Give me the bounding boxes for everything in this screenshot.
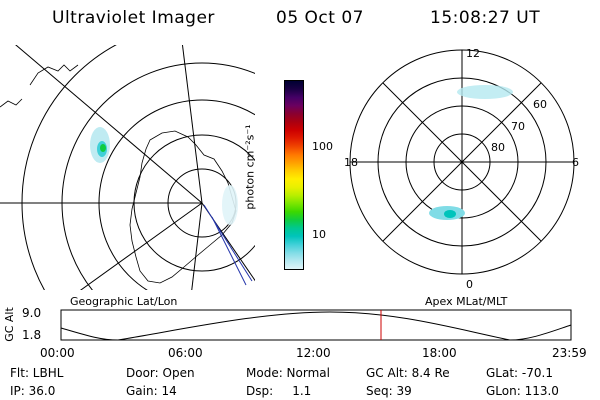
time-tick-label: 12:00 <box>296 346 331 360</box>
mlat-label: 60 <box>533 98 547 111</box>
mlt-label-right: 6 <box>572 156 579 169</box>
emission-patch <box>444 210 456 218</box>
time-tick-label: 18:00 <box>422 346 457 360</box>
altitude-plot <box>60 309 572 341</box>
mlat-label: 70 <box>511 120 525 133</box>
gain-info: Gain: 14 <box>126 384 177 398</box>
meridian <box>181 45 203 204</box>
mlt-label-bottom: 0 <box>466 278 473 290</box>
time-tick-label: 06:00 <box>168 346 203 360</box>
emission-patch <box>222 185 238 225</box>
alt-curve <box>60 311 572 341</box>
mode-info: Mode: Normal <box>246 366 330 380</box>
orbit-track <box>211 216 247 286</box>
door-info: Door: Open <box>126 366 195 380</box>
glon-info: GLon: 113.0 <box>486 384 559 398</box>
coastline <box>29 64 79 86</box>
emission-patch <box>100 144 106 152</box>
mlt-diagonal <box>382 82 542 242</box>
time-tick-label: 00:00 <box>40 346 75 360</box>
time-tick-label: 23:59 <box>552 346 587 360</box>
emission-patch <box>457 85 513 99</box>
coastline <box>129 130 237 284</box>
colorbar-tick-label: 100 <box>312 140 333 153</box>
mlt-label-top: 12 <box>466 47 480 60</box>
time-label: 15:08:27 UT <box>430 8 541 28</box>
gc-alt-info: GC Alt: 8.4 Re <box>366 366 450 380</box>
meridian <box>15 45 203 204</box>
colorbar: 100 10 photon cm⁻²s⁻¹ <box>244 70 333 280</box>
apex-label: Apex MLat/MLT <box>425 295 508 308</box>
alt-ymax-label: 9.0 <box>22 306 42 320</box>
seq-info: Seq: 39 <box>366 384 412 398</box>
glat-info: GLat: -70.1 <box>486 366 553 380</box>
date-label: 05 Oct 07 <box>276 8 364 28</box>
mlat-label: 80 <box>491 141 505 154</box>
instrument-title: Ultraviolet Imager <box>52 8 215 28</box>
ip-info: IP: 36.0 <box>10 384 56 398</box>
colorbar-strip <box>284 80 304 270</box>
mlt-label-left: 18 <box>344 156 358 169</box>
lat-circle <box>61 62 255 290</box>
dsp-info: Dsp: 1.1 <box>246 384 312 398</box>
alt-plot-frame <box>60 309 572 341</box>
coastline <box>0 98 23 108</box>
emission-patches <box>429 85 513 220</box>
geographic-map <box>0 45 255 290</box>
colorbar-tick-label: 10 <box>312 228 326 241</box>
filter-info: Flt: LBHL <box>10 366 64 380</box>
colorbar-unit-label: photon cm⁻²s⁻¹ <box>243 124 257 210</box>
geographic-label: Geographic Lat/Lon <box>70 295 178 308</box>
polar-plot: 12 0 18 6 60 70 80 <box>344 47 579 290</box>
alt-ymin-label: 1.8 <box>22 328 42 342</box>
meridian <box>80 202 203 290</box>
meridian <box>191 202 203 290</box>
emission-patches <box>90 127 238 225</box>
